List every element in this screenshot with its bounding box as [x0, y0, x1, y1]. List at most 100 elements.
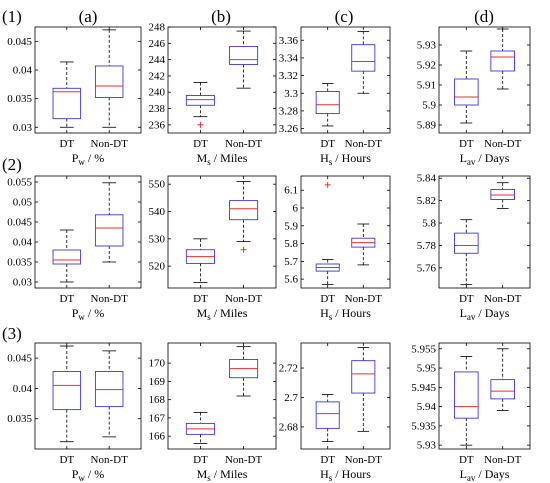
- y-tick-label: 5.89: [417, 120, 437, 132]
- x-axis-label-subscript: w: [78, 312, 85, 322]
- x-axis-label-unit: / %: [85, 151, 104, 165]
- x-axis-label: Pw / %: [72, 467, 105, 483]
- y-tick-label: 0.045: [7, 217, 32, 229]
- y-tick-label: 0.05: [13, 197, 33, 209]
- y-tick-label: 5.84: [417, 173, 437, 185]
- box-iqr: [454, 78, 479, 106]
- y-tick-label: 2.7: [284, 392, 298, 404]
- box-iqr: [351, 360, 376, 394]
- column-labels: (a) (b) (c) (d): [79, 7, 494, 26]
- x-category-label: Non-DT: [91, 138, 129, 150]
- x-axis-label-main: M: [197, 467, 208, 481]
- axes-frame: [34, 26, 142, 134]
- row-label-3: (3): [2, 324, 22, 343]
- x-category-label: Non-DT: [345, 293, 383, 305]
- y-tick-label: 2.72: [279, 363, 298, 375]
- box-dt: [52, 229, 82, 283]
- y-tick-label: 0.035: [7, 257, 32, 269]
- x-axis-label-main: L: [460, 151, 467, 165]
- y-tick-label: 168: [149, 394, 166, 406]
- x-category-label: Non-DT: [91, 454, 129, 466]
- box-iqr: [351, 44, 376, 72]
- outlier-marker: [324, 181, 331, 188]
- y-tick-label: 3.26: [279, 123, 299, 135]
- y-tick-label: 6: [293, 203, 299, 215]
- row-labels: (1) (2) (3): [2, 7, 22, 343]
- box-iqr: [185, 95, 215, 106]
- y-tick-label: 244: [149, 54, 166, 66]
- box-non-dt: [94, 350, 124, 438]
- axes-frame: [34, 175, 142, 289]
- x-category-label: DT: [59, 293, 74, 305]
- x-axis-label-unit: / Hours: [332, 151, 371, 165]
- x-axis-label: Ms / Miles: [197, 306, 248, 322]
- x-category-label: DT: [59, 138, 74, 150]
- row-label-2: (2): [2, 155, 22, 174]
- y-tick-label: 0.045: [7, 353, 32, 365]
- x-axis-label-subscript: av: [467, 312, 476, 322]
- y-tick-label: 0.03: [13, 122, 33, 134]
- box-dt: [454, 50, 479, 124]
- x-axis-label-unit: / %: [85, 467, 104, 481]
- x-category-label: Non-DT: [484, 293, 522, 305]
- x-axis-label-main: M: [197, 151, 208, 165]
- axes-frame: [167, 342, 277, 450]
- x-axis-label: Hs / Hours: [320, 467, 371, 483]
- axes-frame: [167, 175, 277, 289]
- axes-frame: [438, 175, 531, 289]
- x-axis-label-main: H: [320, 151, 329, 165]
- y-tick-label: 238: [149, 103, 166, 115]
- y-tick-label: 246: [149, 38, 166, 50]
- axes-frame: [34, 342, 142, 450]
- y-tick-label: 5.94: [417, 401, 437, 413]
- x-category-label: Non-DT: [225, 454, 263, 466]
- x-axis-label-subscript: s: [329, 312, 333, 322]
- x-category-label: Non-DT: [345, 454, 383, 466]
- y-tick-label: 169: [149, 376, 166, 388]
- y-tick-label: 530: [149, 233, 166, 245]
- outlier-marker: [197, 121, 204, 128]
- box-non-dt: [351, 31, 376, 94]
- x-axis-label: Hs / Hours: [320, 151, 371, 167]
- y-tick-label: 5.91: [417, 80, 436, 92]
- box-iqr: [94, 371, 124, 408]
- y-tick-label: 3.36: [279, 35, 299, 47]
- y-tick-label: 5.935: [411, 420, 436, 432]
- x-axis-label-main: L: [460, 306, 467, 320]
- x-axis-label-subscript: w: [78, 157, 85, 167]
- y-tick-label: 5.78: [417, 240, 437, 252]
- box-dt: [52, 345, 82, 443]
- x-axis-label-main: P: [72, 151, 79, 165]
- col-label-d: (d): [474, 7, 494, 26]
- row-label-1: (1): [2, 7, 22, 26]
- outlier-marker: [240, 246, 247, 253]
- y-tick-label: 5.8: [422, 218, 436, 230]
- box-dt: [454, 219, 479, 286]
- x-axis-label-main: M: [197, 306, 208, 320]
- y-tick-label: 5.6: [284, 274, 298, 286]
- box-non-dt: [94, 182, 124, 263]
- axes-frame: [167, 26, 277, 134]
- x-axis-label-unit: / Hours: [332, 306, 371, 320]
- x-axis-label: Ms / Miles: [197, 151, 248, 167]
- box-iqr: [490, 50, 515, 72]
- x-category-label: DT: [193, 454, 208, 466]
- box-iqr: [490, 379, 515, 400]
- box-iqr: [52, 87, 82, 120]
- box-non-dt: [351, 347, 376, 432]
- y-tick-label: 5.8: [284, 238, 298, 250]
- box-iqr: [52, 249, 82, 265]
- box-non-dt: [351, 223, 376, 266]
- y-tick-label: 2.68: [279, 421, 299, 433]
- x-category-label: Non-DT: [225, 293, 263, 305]
- y-tick-label: 0.045: [7, 36, 32, 48]
- box-non-dt: [229, 346, 259, 397]
- box-iqr: [490, 188, 515, 200]
- y-tick-label: 3.28: [279, 105, 299, 117]
- x-axis-label: Lav / Days: [460, 151, 510, 167]
- x-category-label: Non-DT: [225, 138, 263, 150]
